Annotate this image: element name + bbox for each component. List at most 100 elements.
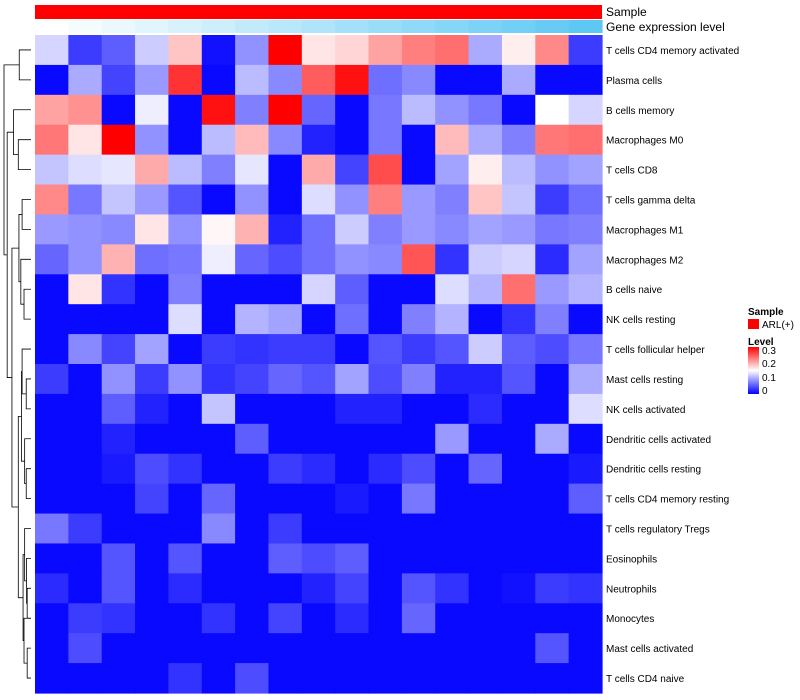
- heatmap-cell: [501, 64, 536, 96]
- heatmap-cell: [35, 274, 69, 305]
- heatmap-cell: [335, 483, 370, 515]
- heatmap-cell: [168, 573, 203, 604]
- heatmap-cell: [235, 304, 270, 335]
- heatmap-cells: [35, 35, 603, 694]
- heatmap-cell: [501, 393, 536, 425]
- heatmap-cell: [435, 633, 470, 664]
- dendrogram-branch: [25, 468, 31, 499]
- heatmap-cell: [35, 364, 69, 395]
- heatmap-cell: [435, 543, 470, 574]
- heatmap-cell: [468, 94, 503, 126]
- row-label: B cells naive: [606, 285, 663, 296]
- heatmap-cell: [35, 184, 69, 216]
- heatmap-cell: [535, 94, 570, 126]
- heatmap-cell: [368, 35, 403, 66]
- heatmap-cell: [168, 184, 203, 216]
- heatmap-cell: [468, 244, 503, 275]
- heatmap-cell: [201, 393, 236, 425]
- heatmap-cell: [335, 35, 370, 66]
- heatmap-cell: [301, 453, 336, 485]
- heatmap-cell: [468, 543, 503, 574]
- heatmap-cell: [435, 214, 470, 245]
- heatmap-cell: [135, 64, 170, 96]
- heatmap-cell: [501, 334, 536, 365]
- heatmap-cell: [401, 94, 436, 126]
- legend-level-title: Level: [748, 337, 774, 348]
- heatmap-cell: [268, 364, 303, 395]
- heatmap-cell: [135, 453, 170, 485]
- legend-tick-2: 0.1: [762, 373, 776, 384]
- heatmap-cell: [401, 184, 436, 216]
- heatmap-cell: [235, 274, 270, 305]
- heatmap-cell: [68, 393, 103, 425]
- heatmap-cell: [535, 633, 570, 664]
- dendrogram-branch: [26, 587, 31, 619]
- heatmap-cell: [201, 633, 236, 664]
- heatmap-cell: [135, 483, 170, 515]
- heatmap-cell: [268, 423, 303, 455]
- heatmap-cell: [468, 364, 503, 395]
- heatmap-cell: [335, 513, 370, 545]
- heatmap-cell: [35, 423, 69, 455]
- heatmap-cell: [201, 364, 236, 395]
- expression-track-cell: [501, 20, 536, 33]
- heatmap-cell: [35, 573, 69, 604]
- legend-sample-title: Sample: [748, 307, 784, 318]
- heatmap-cell: [101, 513, 136, 545]
- heatmap-cell: [468, 304, 503, 335]
- heatmap-cell: [68, 633, 103, 664]
- heatmap-cell: [568, 633, 603, 664]
- heatmap-cell: [535, 663, 570, 694]
- heatmap-cell: [468, 124, 503, 156]
- heatmap-cell: [235, 483, 270, 515]
- heatmap-cell: [268, 274, 303, 305]
- heatmap-cell: [135, 124, 170, 156]
- heatmap-cell: [368, 483, 403, 515]
- heatmap-cell: [168, 334, 203, 365]
- heatmap-cell: [535, 35, 570, 66]
- heatmap-cell: [268, 483, 303, 515]
- row-label: T cells gamma delta: [606, 196, 696, 207]
- legend-tick-0: 0.3: [762, 346, 776, 357]
- heatmap-cell: [501, 483, 536, 515]
- heatmap-cell: [435, 64, 470, 96]
- heatmap-cell: [468, 483, 503, 515]
- heatmap-cell: [101, 214, 136, 245]
- heatmap-cell: [368, 244, 403, 275]
- heatmap-cell: [568, 274, 603, 305]
- heatmap-cell: [368, 573, 403, 604]
- heatmap-cell: [135, 423, 170, 455]
- heatmap-cell: [535, 274, 570, 305]
- dendrogram-branch: [23, 288, 31, 320]
- heatmap-cell: [268, 304, 303, 335]
- heatmap-cell: [101, 453, 136, 485]
- heatmap-cell: [401, 124, 436, 156]
- heatmap-cell: [135, 214, 170, 245]
- heatmap-cell: [68, 304, 103, 335]
- heatmap-cell: [468, 573, 503, 604]
- heatmap-cell: [301, 483, 336, 515]
- heatmap-cell: [35, 64, 69, 96]
- expression-track-cell: [468, 20, 503, 33]
- heatmap-cell: [101, 244, 136, 275]
- heatmap-cell: [368, 513, 403, 545]
- heatmap-cell: [268, 214, 303, 245]
- heatmap-cell: [35, 334, 69, 365]
- heatmap-cell: [201, 94, 236, 126]
- heatmap-cell: [35, 304, 69, 335]
- heatmap-cell: [401, 603, 436, 634]
- heatmap-cell: [468, 393, 503, 425]
- heatmap-cell: [101, 64, 136, 96]
- heatmap-cell: [201, 154, 236, 186]
- dendrogram-branch: [13, 109, 31, 156]
- heatmap-cell: [135, 573, 170, 604]
- heatmap-cell: [68, 154, 103, 186]
- heatmap-cell: [501, 94, 536, 126]
- heatmap-cell: [235, 214, 270, 245]
- dendrogram-branch: [17, 139, 31, 170]
- heatmap-cell: [68, 483, 103, 515]
- heatmap-cell: [35, 35, 69, 66]
- heatmap-cell: [101, 154, 136, 186]
- heatmap-cell: [435, 154, 470, 186]
- heatmap-cell: [568, 64, 603, 96]
